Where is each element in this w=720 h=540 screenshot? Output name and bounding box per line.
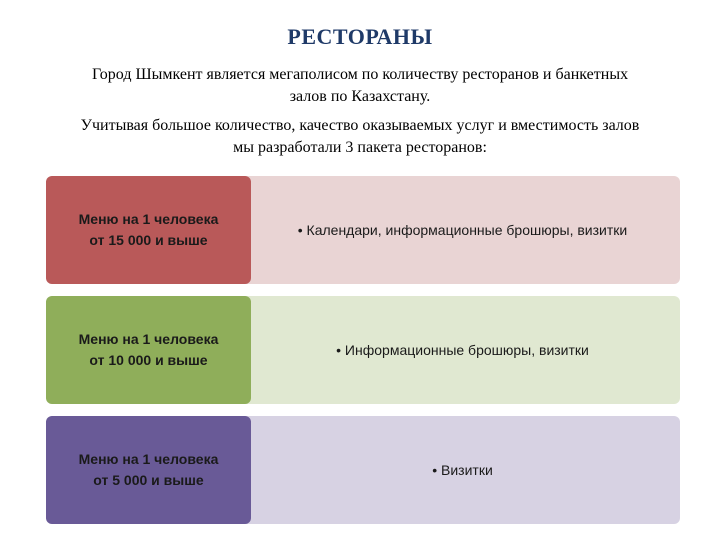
package-desc: • Визитки [432,462,493,478]
package-desc-box: • Визитки [245,416,680,524]
package-row: Меню на 1 человека от 10 000 и выше • Ин… [46,296,680,404]
package-label-box: Меню на 1 человека от 5 000 и выше [46,416,251,524]
package-row: Меню на 1 человека от 15 000 и выше • Ка… [46,176,680,284]
package-desc-box: • Информационные брошюры, визитки [245,296,680,404]
package-label-line1: Меню на 1 человека [79,449,219,470]
slide-container: РЕСТОРАНЫ Город Шымкент является мегапол… [0,0,720,540]
package-label-line2: от 15 000 и выше [89,230,207,251]
package-label-line1: Меню на 1 человека [79,209,219,230]
intro-paragraph-1: Город Шымкент является мегаполисом по ко… [80,64,640,107]
package-label-line1: Меню на 1 человека [79,329,219,350]
package-row: Меню на 1 человека от 5 000 и выше • Виз… [46,416,680,524]
package-label-line2: от 5 000 и выше [93,470,203,491]
page-title: РЕСТОРАНЫ [40,24,680,50]
package-label-box: Меню на 1 человека от 10 000 и выше [46,296,251,404]
package-label-box: Меню на 1 человека от 15 000 и выше [46,176,251,284]
packages-list: Меню на 1 человека от 15 000 и выше • Ка… [40,176,680,524]
package-desc: • Информационные брошюры, визитки [336,342,589,358]
package-desc-box: • Календари, информационные брошюры, виз… [245,176,680,284]
intro-paragraph-2: Учитывая большое количество, качество ок… [80,115,640,158]
package-desc: • Календари, информационные брошюры, виз… [298,222,627,238]
package-label-line2: от 10 000 и выше [89,350,207,371]
